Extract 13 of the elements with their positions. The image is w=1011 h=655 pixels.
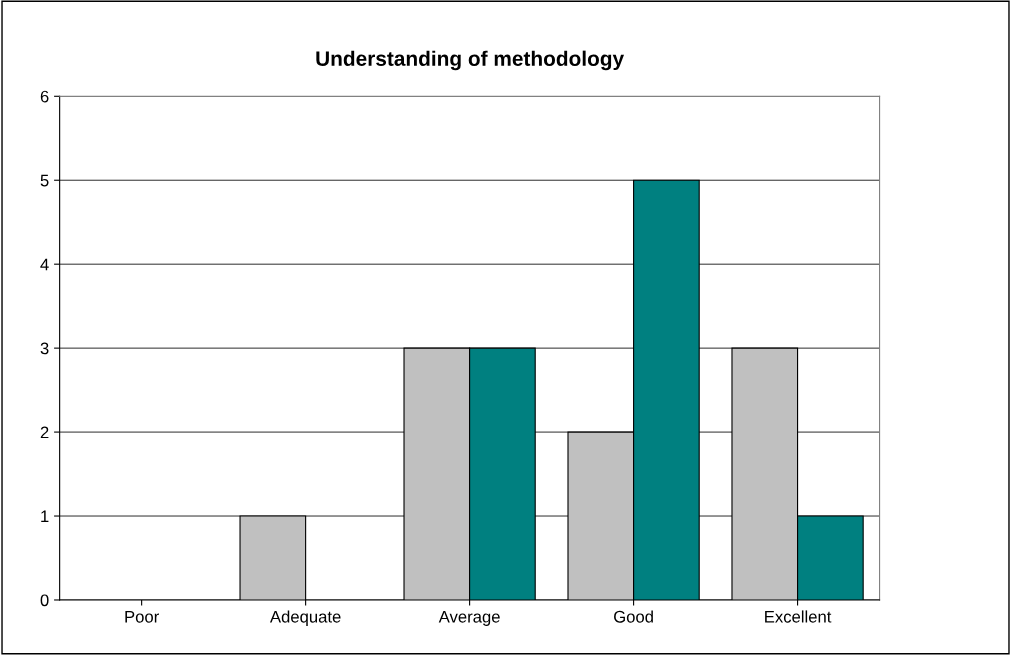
y-tick-label: 2	[40, 426, 49, 439]
x-tick-label: Poor	[125, 611, 159, 623]
x-tick-label: Adequate	[269, 610, 341, 626]
y-tick-label: 3	[40, 342, 49, 355]
x-tick-label: Excellent	[765, 610, 832, 623]
x-tick-label: Average	[438, 611, 500, 626]
y-tick-label: 6	[40, 90, 49, 103]
y-tick-label: 0	[40, 594, 49, 607]
y-tick-label: 1	[41, 510, 49, 523]
y-tick-label: 4	[40, 258, 49, 271]
x-tick-label: Good	[614, 610, 653, 623]
chart-title: Understanding of methodology	[316, 50, 625, 71]
y-tick-label: 5	[40, 174, 49, 187]
